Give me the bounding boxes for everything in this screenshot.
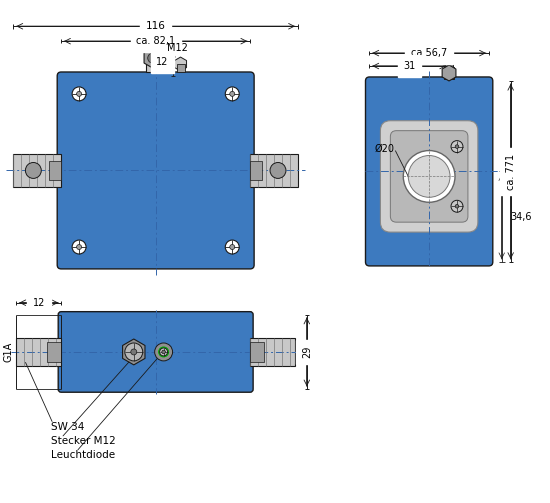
Bar (445, 59, 453, 68)
Polygon shape (123, 339, 145, 365)
Text: 116: 116 (146, 21, 166, 31)
Circle shape (131, 349, 137, 355)
Circle shape (158, 347, 169, 357)
Bar (250, 160, 262, 181)
Bar (444, 67, 454, 79)
Text: Ø20: Ø20 (375, 143, 394, 153)
Bar (250, 153, 298, 187)
Text: M12: M12 (167, 43, 188, 53)
Text: 29: 29 (302, 346, 312, 358)
Circle shape (226, 87, 239, 101)
Bar (50, 160, 61, 181)
Bar (148, 52, 158, 62)
Bar (16, 338, 61, 366)
Circle shape (72, 240, 86, 254)
Bar (148, 44, 157, 54)
Circle shape (76, 244, 81, 249)
Polygon shape (442, 65, 456, 81)
Text: ca. 82,1: ca. 82,1 (136, 36, 175, 46)
Circle shape (162, 350, 166, 354)
Circle shape (451, 200, 463, 212)
Circle shape (25, 162, 41, 179)
Circle shape (455, 204, 459, 208)
Bar (250, 342, 264, 362)
Text: Leuchtdiode: Leuchtdiode (51, 450, 116, 460)
Circle shape (125, 343, 143, 361)
Circle shape (408, 155, 450, 197)
Circle shape (230, 244, 235, 249)
FancyBboxPatch shape (57, 72, 254, 269)
Bar (47, 342, 61, 362)
Text: 12: 12 (156, 57, 169, 67)
FancyBboxPatch shape (381, 121, 478, 232)
Bar (146, 60, 159, 72)
FancyBboxPatch shape (366, 77, 493, 266)
Text: ca 56,7: ca 56,7 (411, 48, 447, 58)
FancyBboxPatch shape (390, 131, 468, 222)
Bar (250, 338, 295, 366)
Polygon shape (144, 48, 161, 68)
Text: G1A: G1A (3, 342, 14, 362)
Circle shape (148, 53, 158, 63)
Text: 34,6: 34,6 (511, 212, 532, 222)
Circle shape (403, 150, 455, 202)
Circle shape (226, 240, 239, 254)
Text: 31: 31 (403, 61, 415, 71)
Text: 12: 12 (32, 298, 45, 308)
Bar (13, 153, 61, 187)
Circle shape (72, 87, 86, 101)
Circle shape (270, 162, 286, 179)
Text: Stecker M12: Stecker M12 (51, 436, 116, 446)
Text: ca. 771: ca. 771 (505, 153, 516, 190)
Circle shape (451, 141, 463, 152)
Text: SW 34: SW 34 (51, 422, 85, 432)
FancyBboxPatch shape (58, 312, 253, 392)
Polygon shape (174, 57, 186, 71)
Bar (177, 64, 184, 72)
Circle shape (230, 92, 235, 97)
Circle shape (160, 348, 168, 356)
Circle shape (76, 92, 81, 97)
Circle shape (455, 145, 459, 148)
Circle shape (155, 343, 173, 361)
